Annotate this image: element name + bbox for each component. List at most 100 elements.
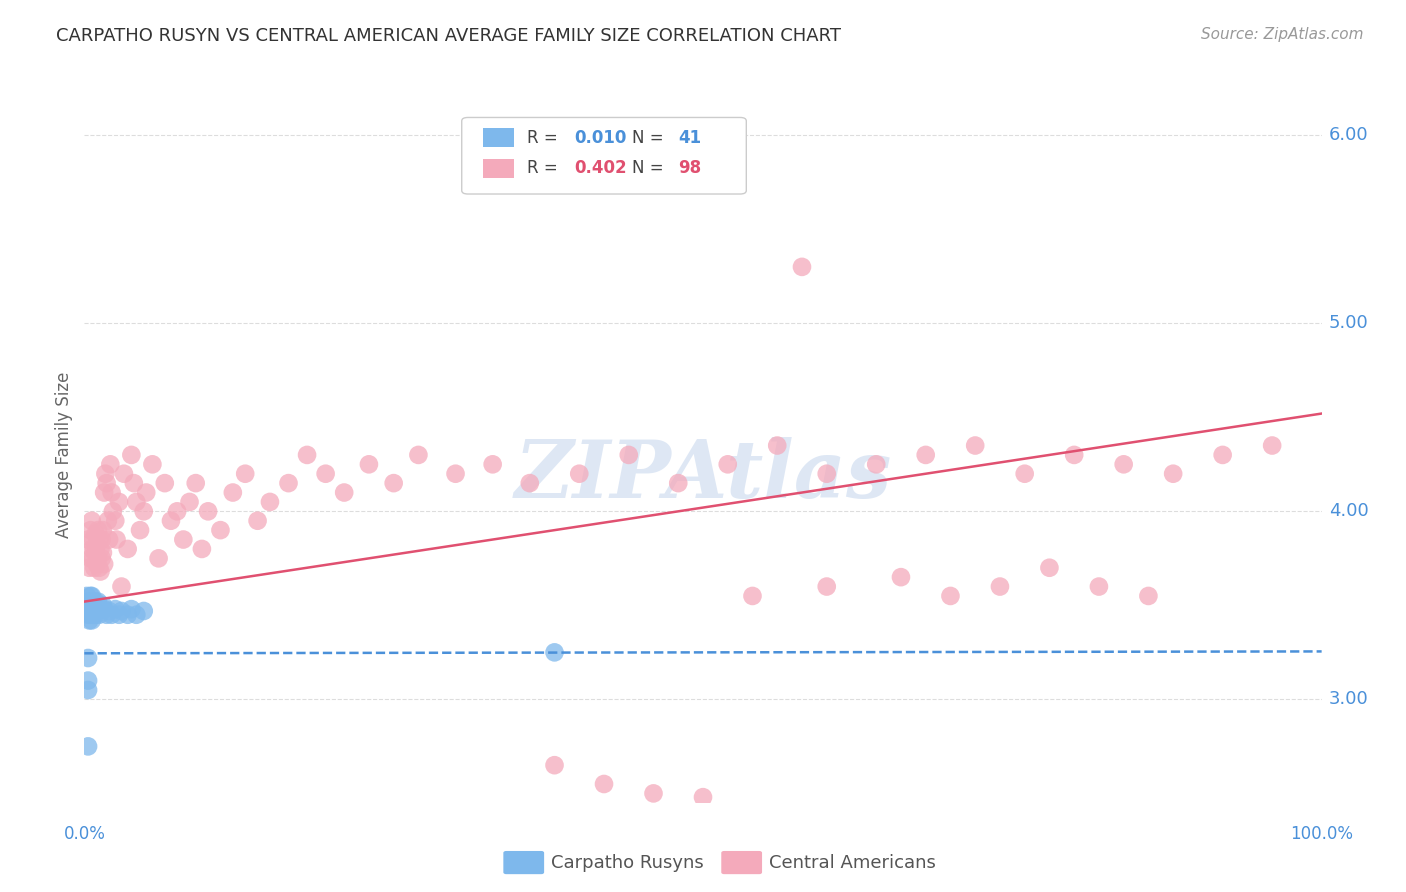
Point	[80, 599, 103, 613]
Point	[122, 476, 145, 491]
Point	[101, 504, 124, 518]
Text: 41: 41	[678, 128, 702, 146]
Point	[246, 514, 269, 528]
Point	[148, 551, 170, 566]
Point	[91, 523, 114, 537]
Point	[97, 514, 120, 528]
Point	[79, 589, 101, 603]
Point	[79, 602, 101, 616]
Y-axis label: Average Family Size: Average Family Size	[55, 372, 73, 538]
Text: 4.00: 4.00	[1329, 502, 1368, 520]
Point	[117, 541, 139, 556]
Point	[82, 533, 104, 547]
Point	[89, 533, 111, 547]
Point	[357, 458, 380, 472]
Point	[277, 476, 299, 491]
Point	[77, 673, 100, 688]
Point	[1014, 467, 1036, 481]
Text: 6.00: 6.00	[1329, 127, 1368, 145]
Point	[77, 683, 100, 698]
Point	[79, 594, 101, 608]
Point	[125, 495, 148, 509]
Point	[890, 570, 912, 584]
Point	[125, 607, 148, 622]
Point	[666, 476, 689, 491]
Point	[1137, 589, 1160, 603]
Text: N =: N =	[633, 128, 669, 146]
Point	[98, 533, 121, 547]
Point	[83, 599, 105, 613]
Text: 0.0%: 0.0%	[63, 825, 105, 843]
Point	[112, 467, 135, 481]
Point	[80, 589, 103, 603]
Text: 0.402: 0.402	[574, 160, 627, 178]
Point	[89, 565, 111, 579]
Point	[84, 607, 107, 622]
Point	[79, 560, 101, 574]
Point	[84, 527, 107, 541]
Point	[79, 602, 101, 616]
Point	[481, 458, 503, 472]
Point	[79, 599, 101, 613]
Point	[184, 476, 207, 491]
Point	[90, 533, 112, 547]
Point	[166, 504, 188, 518]
Text: R =: R =	[527, 128, 564, 146]
Text: N =: N =	[633, 160, 669, 178]
Point	[96, 607, 118, 622]
Point	[89, 541, 111, 556]
FancyBboxPatch shape	[482, 159, 513, 178]
Point	[222, 485, 245, 500]
Point	[865, 458, 887, 472]
Point	[160, 514, 183, 528]
Point	[988, 580, 1011, 594]
Text: Central Americans: Central Americans	[769, 854, 936, 871]
Point	[82, 599, 104, 613]
Point	[91, 599, 114, 613]
Point	[1038, 560, 1060, 574]
Point	[1261, 438, 1284, 452]
Point	[104, 602, 127, 616]
Point	[84, 594, 107, 608]
Point	[1063, 448, 1085, 462]
Point	[132, 504, 155, 518]
Point	[83, 541, 105, 556]
Point	[717, 458, 740, 472]
Point	[965, 438, 987, 452]
Point	[86, 538, 108, 552]
Text: 3.00: 3.00	[1329, 690, 1368, 708]
Point	[77, 607, 100, 622]
Point	[87, 594, 110, 608]
Text: ZIPAtlas: ZIPAtlas	[515, 437, 891, 515]
Point	[408, 448, 430, 462]
Point	[117, 607, 139, 622]
Point	[104, 514, 127, 528]
Point	[80, 514, 103, 528]
Point	[77, 651, 100, 665]
Point	[1161, 467, 1184, 481]
Point	[77, 599, 100, 613]
Point	[643, 786, 665, 800]
Text: 5.00: 5.00	[1329, 314, 1368, 333]
Point	[86, 604, 108, 618]
FancyBboxPatch shape	[482, 128, 513, 147]
Point	[86, 557, 108, 571]
Point	[120, 602, 142, 616]
Point	[444, 467, 467, 481]
Point	[79, 551, 101, 566]
Point	[93, 485, 115, 500]
Point	[83, 602, 105, 616]
Point	[77, 533, 100, 547]
Point	[1088, 580, 1111, 594]
Point	[90, 551, 112, 566]
Point	[94, 467, 117, 481]
Point	[593, 777, 616, 791]
Point	[259, 495, 281, 509]
Point	[77, 739, 100, 754]
Point	[141, 458, 163, 472]
Point	[79, 523, 101, 537]
Text: R =: R =	[527, 160, 564, 178]
Point	[1112, 458, 1135, 472]
Point	[98, 458, 121, 472]
Point	[692, 790, 714, 805]
